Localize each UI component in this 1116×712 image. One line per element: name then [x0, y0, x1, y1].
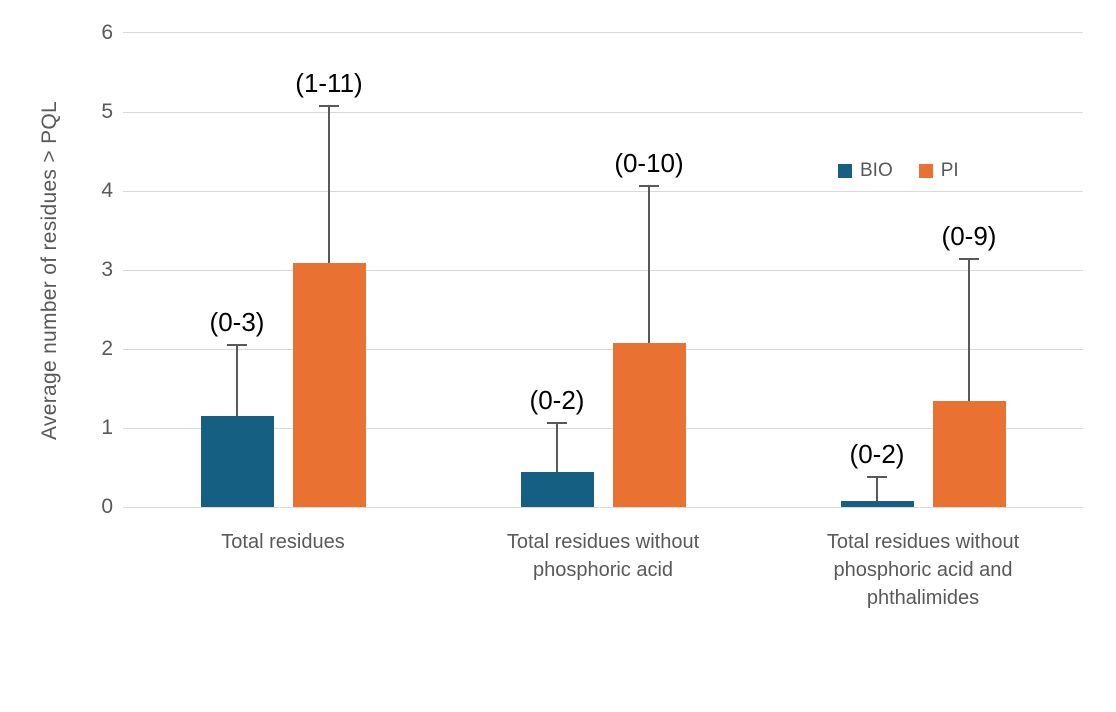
error-bar-bio-2: [876, 476, 878, 502]
gridline-6: [123, 32, 1083, 34]
annotation-pi-1: (0-10): [614, 147, 684, 178]
gridline-3: [123, 269, 1083, 271]
error-bar-cap-pi-1: [639, 184, 659, 187]
error-bar-cap-bio-0: [227, 344, 247, 347]
legend: BIO PI: [838, 161, 959, 180]
gridline-4: [123, 190, 1083, 192]
error-bar-pi-0: [328, 105, 330, 264]
y-tick-2: 2: [101, 337, 113, 361]
annotation-bio-0: (0-3): [209, 307, 265, 338]
gridline-5: [123, 111, 1083, 113]
gridline-1: [123, 427, 1083, 429]
bar-bio-1: [520, 471, 594, 508]
category-label-0: Total residues: [221, 531, 345, 553]
error-bar-cap-pi-2: [959, 258, 979, 261]
error-bar-cap-bio-2: [867, 475, 887, 478]
legend-label-pi: PI: [940, 160, 959, 181]
error-bar-bio-0: [236, 345, 238, 417]
y-tick-1: 1: [101, 416, 113, 440]
y-tick-0: 0: [101, 495, 113, 519]
error-bar-cap-bio-1: [547, 421, 567, 424]
bar-bio-2: [840, 501, 914, 508]
y-tick-5: 5: [101, 100, 113, 124]
pi-swatch-icon: [918, 163, 933, 178]
legend-label-bio: BIO: [860, 160, 893, 181]
gridline-2: [123, 348, 1083, 350]
bar-bio-0: [200, 416, 274, 508]
legend-item-pi: PI: [918, 160, 959, 181]
error-bar-pi-2: [968, 259, 970, 402]
annotation-pi-0: (1-11): [295, 67, 363, 98]
error-bar-pi-1: [648, 185, 650, 343]
annotation-bio-1: (0-2): [529, 384, 585, 415]
annotation-bio-2: (0-2): [849, 438, 905, 469]
legend-item-bio: BIO: [838, 161, 893, 180]
error-bar-bio-1: [556, 422, 558, 472]
category-label-1: Total residues without phosphoric acid: [506, 531, 700, 581]
error-bar-cap-pi-0: [319, 104, 339, 107]
category-label-2: Total residues without phosphoric acid a…: [826, 531, 1020, 609]
bio-swatch-icon: [838, 163, 852, 178]
y-tick-3: 3: [101, 258, 113, 282]
gridline-0: [123, 506, 1083, 508]
bar-pi-1: [612, 342, 686, 508]
annotation-pi-2: (0-9): [941, 221, 997, 252]
bar-pi-0: [292, 263, 366, 508]
bar-pi-2: [932, 401, 1006, 508]
y-tick-4: 4: [101, 179, 113, 203]
y-tick-6: 6: [101, 20, 113, 44]
